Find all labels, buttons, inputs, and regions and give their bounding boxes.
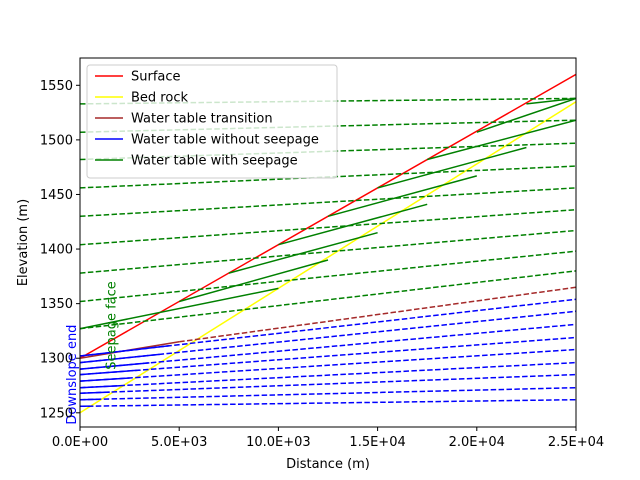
- x-tick-label: 1.5E+04: [349, 435, 405, 450]
- series-20-line: [80, 353, 160, 364]
- x-axis-label: Distance (m): [286, 457, 370, 472]
- y-tick-label: 1450: [40, 188, 73, 203]
- legend-box: [86, 64, 338, 179]
- series-35-line: [327, 175, 477, 218]
- x-tick-label: 0.0E+00: [52, 435, 108, 450]
- series-5-line: [80, 386, 576, 401]
- annotation-downslope-end: Downslope end: [65, 325, 80, 425]
- x-tick-label: 5.0E+03: [151, 435, 207, 450]
- series-19-line: [80, 362, 150, 370]
- x-tick-label: 2.0E+04: [449, 435, 505, 450]
- series-22-line: [80, 270, 576, 330]
- series-31-line: [80, 287, 279, 330]
- series-37-line: [427, 119, 576, 161]
- series-33-line: [228, 231, 378, 274]
- legend-entry-label: Water table without seepage: [131, 133, 319, 148]
- annotation-layer: Downslope end Seepage face: [65, 281, 120, 424]
- y-tick-label: 1550: [40, 79, 73, 94]
- y-tick-label: 1350: [40, 297, 73, 312]
- y-axis: 1250 1300 1350 1400 1450 1500 1550: [40, 79, 80, 421]
- series-6-line: [80, 373, 576, 394]
- series-25-line: [80, 208, 576, 246]
- series-34-line: [278, 203, 428, 246]
- series-10-line: [80, 323, 576, 370]
- series-16-line: [80, 384, 120, 389]
- series-15-line: [80, 391, 110, 394]
- series-39-line: [526, 97, 576, 105]
- series-8-line: [80, 348, 576, 382]
- y-tick-label: 1300: [40, 352, 73, 367]
- series-11-line: [80, 310, 576, 364]
- series-layer: [80, 73, 576, 414]
- series-21-line: [80, 345, 170, 357]
- series-36-line: [377, 146, 527, 189]
- y-tick-label: 1400: [40, 243, 73, 258]
- x-axis: 0.0E+00 5.0E+03 10.0E+03 1.5E+04 2.0E+04 2.5E…: [52, 427, 604, 450]
- series-9-line: [80, 336, 576, 376]
- series-32-line: [178, 259, 329, 303]
- legend: Surface Bed rock Water table transition Wat…: [86, 64, 338, 179]
- series-18-line: [80, 369, 140, 376]
- series-7-line: [80, 361, 576, 389]
- series-2-line: [179, 286, 576, 343]
- y-tick-label: 1250: [40, 406, 73, 421]
- series-24-line: [80, 229, 576, 274]
- legend-entry-label: Water table with seepage: [131, 154, 298, 169]
- y-tick-label: 1500: [40, 133, 73, 148]
- series-23-line: [80, 250, 576, 303]
- series-4-line: [80, 398, 576, 408]
- series-38-line: [476, 97, 576, 133]
- legend-entry-label: Surface: [131, 70, 181, 85]
- series-17-line: [80, 377, 130, 382]
- x-tick-label: 10.0E+03: [246, 435, 311, 450]
- y-axis-label: Elevation (m): [16, 199, 31, 286]
- x-tick-label: 2.5E+04: [548, 435, 604, 450]
- annotation-seepage-face: Seepage face: [105, 281, 120, 370]
- plot-frame: [79, 57, 577, 428]
- legend-entry-label: Bed rock: [131, 91, 188, 106]
- legend-entry-label: Water table transition: [131, 112, 273, 127]
- series-26-line: [80, 187, 576, 218]
